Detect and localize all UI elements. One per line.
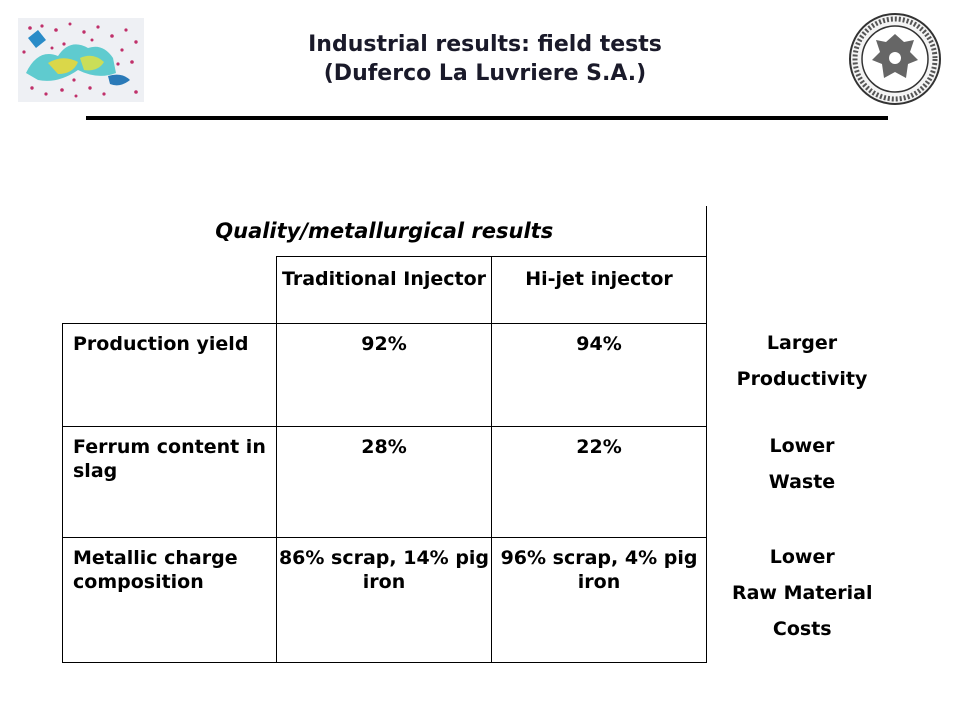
column-header: Traditional Injector <box>276 256 492 323</box>
hijet-value: 22% <box>491 425 707 538</box>
column-header: Hi-jet injector <box>491 256 707 323</box>
title-divider <box>86 116 888 120</box>
table-row: Metallic charge composition 86% scrap, 1… <box>62 536 898 663</box>
table-header-row: Traditional Injector Hi-jet injector <box>63 256 898 323</box>
effect-line: Costs <box>772 618 832 640</box>
effect-label: Larger Productivity <box>707 323 898 426</box>
table-caption-row: Quality/metallurgical results <box>62 206 898 257</box>
title-line-1: Industrial results: field tests <box>308 32 662 57</box>
page-title: Industrial results: field tests (Duferco… <box>150 30 820 88</box>
effect-line: Larger <box>766 332 838 354</box>
university-seal-icon <box>849 13 941 105</box>
table-row: Production yield 92% 94% Larger Producti… <box>62 322 898 427</box>
row-label: Ferrum content in slag <box>62 425 277 538</box>
effect-label: Lower Raw Material Costs <box>707 537 898 662</box>
table-caption: Quality/metallurgical results <box>62 206 707 257</box>
university-seal-logo <box>848 12 942 106</box>
effect-line: Productivity <box>736 368 868 390</box>
table-row: Ferrum content in slag 28% 22% Lower Was… <box>62 425 898 538</box>
effect-line: Waste <box>768 471 836 493</box>
row-label: Production yield <box>62 322 277 427</box>
molecular-simulation-logo <box>18 18 144 102</box>
traditional-value: 86% scrap, 14% pig iron <box>276 536 492 663</box>
effect-line: Lower <box>769 546 835 568</box>
hijet-value: 96% scrap, 4% pig iron <box>491 536 707 663</box>
traditional-value: 92% <box>276 322 492 427</box>
effect-line: Raw Material <box>731 582 873 604</box>
results-table: Quality/metallurgical results Traditiona… <box>62 206 898 663</box>
effect-line: Lower <box>769 435 835 457</box>
row-label: Metallic charge composition <box>62 536 277 663</box>
title-line-2: (Duferco La Luvriere S.A.) <box>323 61 647 86</box>
hijet-value: 94% <box>491 322 707 427</box>
traditional-value: 28% <box>276 425 492 538</box>
effect-label: Lower Waste <box>707 426 898 537</box>
molecular-simulation-icon <box>18 18 144 102</box>
